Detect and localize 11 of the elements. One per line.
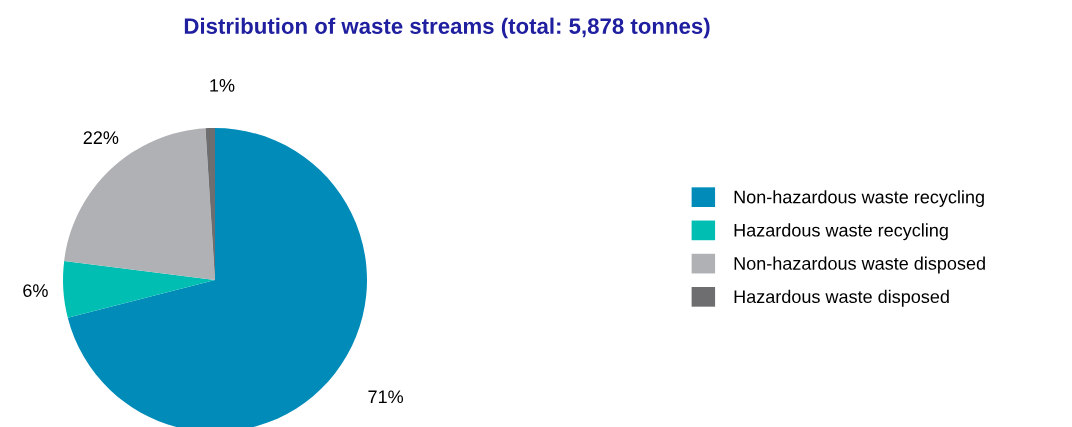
legend-label: Non-hazardous waste recycling [734, 190, 984, 207]
pie-slice [63, 260, 215, 318]
legend-label: Hazardous waste recycling [734, 223, 948, 241]
pie-slice [64, 128, 215, 280]
data-label: 22% [83, 131, 119, 144]
data-label: 71% [368, 390, 404, 404]
chart-title: Distribution of waste streams (total: 5,878 tonnes) [184, 17, 710, 39]
data-label: 1% [210, 79, 235, 92]
legend-label: Non-hazardous waste disposed [734, 256, 985, 274]
legend-label: Hazardous waste disposed [734, 289, 949, 307]
data-label: 6% [23, 284, 48, 297]
